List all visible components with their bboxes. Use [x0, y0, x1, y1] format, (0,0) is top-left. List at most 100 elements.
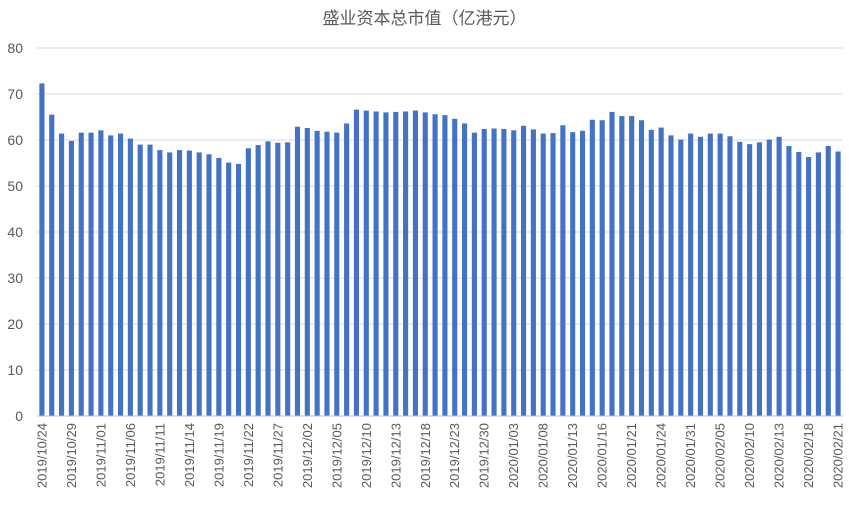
bar	[373, 111, 379, 416]
bar	[226, 162, 232, 416]
bar	[786, 145, 792, 417]
bar	[491, 128, 497, 416]
bar	[727, 136, 733, 416]
bar	[707, 133, 713, 416]
bar	[78, 132, 84, 416]
bar	[452, 118, 458, 416]
x-tick-label: 2019/11/27	[270, 423, 285, 487]
bar	[638, 120, 645, 416]
bar	[68, 140, 74, 417]
bar	[216, 157, 222, 416]
bar	[137, 144, 143, 416]
bar	[294, 126, 301, 416]
bar	[157, 150, 163, 416]
bar	[629, 116, 635, 416]
bar	[88, 132, 94, 416]
bar	[442, 115, 448, 416]
bar	[98, 130, 104, 416]
bar	[432, 114, 438, 417]
bar	[776, 136, 782, 416]
bar	[530, 129, 536, 417]
bar	[570, 132, 576, 416]
bar	[668, 135, 674, 416]
bar	[383, 112, 389, 417]
bar	[275, 142, 281, 416]
chart-title: 盛业资本总市值（亿港元）	[323, 9, 527, 29]
x-tick-label: 2019/10/29	[64, 423, 79, 488]
y-tick-label: 70	[7, 86, 23, 102]
x-tick-label: 2019/11/11	[152, 423, 167, 486]
bar	[737, 141, 743, 416]
bar	[393, 111, 399, 416]
x-tick-label: 2019/11/22	[241, 423, 256, 487]
x-tick-label: 2019/10/24	[34, 423, 49, 488]
bar	[481, 128, 487, 416]
x-tick-label: 2019/12/02	[300, 423, 315, 488]
bar	[815, 152, 821, 417]
bar	[127, 138, 133, 416]
bar	[403, 111, 409, 416]
y-tick-label: 50	[7, 178, 23, 194]
x-axis-tick-labels: 2019/10/24 2019/10/29 2019/11/01 2019/11/06…	[34, 423, 845, 488]
bar	[579, 130, 586, 417]
bar	[501, 128, 507, 416]
x-tick-label: 2020/02/18	[801, 423, 816, 488]
x-tick-label: 2019/12/18	[418, 423, 433, 488]
bar	[717, 133, 723, 416]
x-tick-label: 2019/12/23	[447, 423, 462, 488]
x-tick-label: 2019/11/06	[123, 423, 138, 487]
y-tick-label: 60	[7, 132, 23, 148]
bar	[550, 133, 556, 416]
x-tick-label: 2020/02/13	[772, 423, 787, 488]
x-tick-label: 2020/01/13	[565, 423, 580, 488]
x-tick-label: 2019/12/30	[477, 423, 492, 488]
bar	[176, 150, 183, 416]
bars	[39, 83, 841, 417]
bar	[825, 145, 831, 417]
y-tick-label: 40	[7, 224, 23, 240]
bar	[167, 152, 173, 417]
x-tick-label: 2019/12/10	[359, 423, 374, 488]
x-tick-label: 2019/11/14	[182, 423, 197, 487]
bar	[235, 163, 242, 416]
bar	[363, 110, 369, 416]
bar	[108, 135, 114, 416]
bar	[186, 150, 192, 416]
bar	[49, 114, 55, 416]
bar	[747, 144, 753, 416]
y-axis-tick-labels: 0 10 20 30 40 50 60 70 80	[7, 40, 23, 424]
bar	[344, 123, 350, 416]
x-tick-label: 2020/02/10	[742, 423, 757, 488]
bar	[462, 123, 468, 416]
bar	[334, 132, 340, 416]
x-tick-label: 2019/12/13	[388, 423, 403, 488]
bar	[835, 151, 841, 416]
bar	[206, 154, 212, 416]
bar	[511, 130, 517, 416]
bar	[648, 129, 654, 416]
bar	[412, 110, 418, 416]
y-tick-label: 30	[7, 270, 23, 286]
bar	[117, 133, 124, 416]
x-tick-label: 2020/01/21	[624, 423, 639, 488]
bar	[255, 145, 261, 416]
bar	[540, 133, 546, 416]
bar	[806, 157, 812, 416]
bar	[422, 112, 428, 417]
bar	[619, 116, 625, 416]
bar	[589, 119, 595, 416]
x-tick-label: 2020/01/31	[683, 423, 698, 488]
bar	[304, 128, 310, 417]
x-tick-label: 2020/02/21	[831, 423, 846, 488]
bar	[196, 152, 202, 417]
bar	[688, 133, 694, 416]
bar	[766, 139, 772, 417]
bar	[285, 142, 291, 417]
bar	[353, 109, 360, 416]
bar	[796, 151, 802, 416]
bar	[609, 111, 615, 416]
bar	[697, 136, 704, 416]
bar	[245, 148, 251, 416]
bar	[678, 139, 684, 417]
